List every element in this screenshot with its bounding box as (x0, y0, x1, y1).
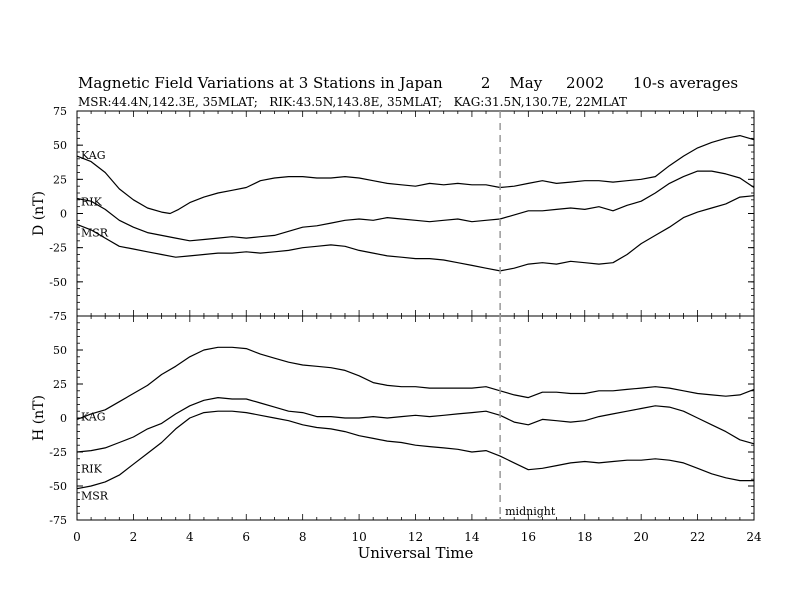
x-tick-label: 18 (577, 530, 592, 544)
y-tick-label: 75 (53, 105, 67, 118)
series-label-msr: MSR (81, 227, 109, 240)
x-tick-label: 12 (408, 530, 423, 544)
y-tick-label: -50 (49, 276, 67, 289)
x-tick-label: 24 (746, 530, 762, 544)
x-tick-label: 10 (351, 530, 366, 544)
y-axis-label: H (nT) (31, 395, 47, 441)
y-tick-label: 25 (53, 173, 67, 186)
y-tick-label: 25 (53, 378, 67, 391)
chart-subtitle: MSR:44.4N,142.3E, 35MLAT; RIK:43.5N,143.… (78, 95, 627, 109)
y-tick-label: -25 (49, 242, 67, 255)
series-line-rik (76, 397, 755, 453)
x-tick-label: 2 (130, 530, 138, 544)
series-line-rik (76, 170, 755, 242)
x-tick-label: 6 (242, 530, 250, 544)
y-tick-label: -75 (49, 310, 67, 323)
y-tick-label: 50 (53, 344, 67, 357)
series-line-msr (76, 195, 755, 272)
midnight-label: midnight (505, 505, 556, 518)
x-tick-label: 0 (73, 530, 81, 544)
series-label-rik: RIK (81, 195, 103, 208)
series-label-kag: KAG (81, 411, 106, 424)
x-tick-label: 8 (299, 530, 307, 544)
y-tick-label: 0 (60, 412, 67, 425)
x-tick-label: 20 (634, 530, 649, 544)
series-line-kag (76, 135, 755, 215)
series-label-rik: RIK (81, 462, 103, 475)
x-axis-label: Universal Time (358, 544, 474, 562)
y-tick-label: 50 (53, 139, 67, 152)
series-line-msr (76, 410, 754, 490)
x-tick-label: 4 (186, 530, 194, 544)
y-axis-label: D (nT) (31, 191, 47, 236)
y-tick-label: 0 (60, 208, 67, 221)
x-tick-label: 22 (690, 530, 705, 544)
x-tick-label: 14 (464, 530, 480, 544)
series-label-kag: KAG (81, 149, 106, 162)
series-line-kag (76, 346, 755, 420)
panel-frame (76, 110, 755, 317)
series-label-msr: MSR (81, 490, 109, 503)
panel-frame (76, 315, 755, 521)
y-tick-label: -25 (49, 446, 67, 459)
y-tick-label: -75 (49, 514, 67, 527)
x-tick-label: 16 (521, 530, 536, 544)
y-tick-label: -50 (49, 480, 67, 493)
chart-title: Magnetic Field Variations at 3 Stations … (78, 74, 739, 92)
